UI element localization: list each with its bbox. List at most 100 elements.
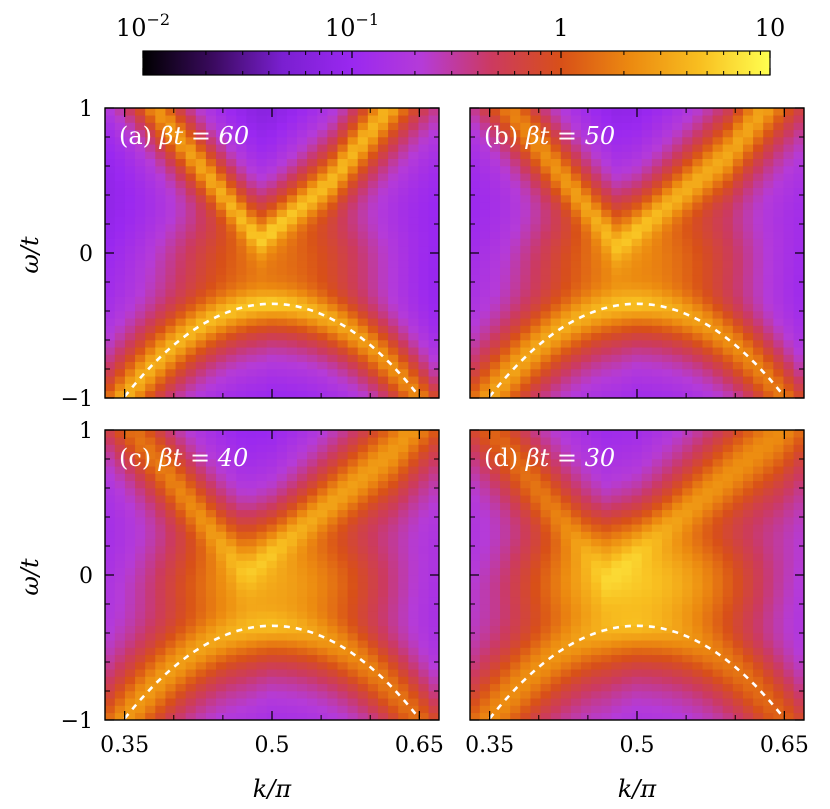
heatmap-cell bbox=[155, 661, 167, 670]
heatmap-cell bbox=[418, 180, 430, 189]
heatmap-cell bbox=[773, 158, 785, 167]
heatmap-cell bbox=[510, 676, 521, 685]
heatmap-cell bbox=[135, 383, 146, 392]
heatmap-cell bbox=[591, 151, 602, 160]
heatmap-cell bbox=[145, 567, 156, 576]
heatmap-cell bbox=[570, 325, 582, 334]
heatmap-cell bbox=[155, 122, 167, 131]
heatmap-cell bbox=[540, 209, 552, 218]
heatmap-cell bbox=[500, 361, 511, 370]
heatmap-cell bbox=[712, 136, 724, 145]
heatmap-cell bbox=[601, 610, 612, 619]
heatmap-cell bbox=[195, 122, 207, 131]
heatmap-cell bbox=[367, 705, 379, 714]
heatmap-cell bbox=[226, 216, 237, 225]
heatmap-cell bbox=[317, 390, 328, 398]
heatmap-cell bbox=[347, 618, 359, 627]
dispersion-curve bbox=[123, 624, 421, 720]
heatmap-cell bbox=[398, 596, 409, 605]
heatmap-cell bbox=[276, 201, 288, 210]
heatmap-cell bbox=[560, 683, 572, 692]
heatmap-cell bbox=[773, 223, 785, 232]
heatmap-cell bbox=[256, 245, 268, 254]
heatmap-cell bbox=[611, 509, 623, 518]
heatmap-cell bbox=[317, 625, 328, 634]
heatmap-cell bbox=[165, 545, 177, 554]
heatmap-cell bbox=[520, 632, 532, 641]
heatmap-cell bbox=[742, 339, 754, 348]
heatmap-cell bbox=[226, 531, 237, 540]
heatmap-cell bbox=[479, 647, 491, 656]
heatmap-cell bbox=[246, 538, 258, 547]
heatmap-cell bbox=[205, 697, 217, 706]
heatmap-cell bbox=[175, 267, 187, 276]
heatmap-cell bbox=[500, 509, 511, 518]
heatmap-cell bbox=[763, 172, 774, 181]
heatmap-cell bbox=[185, 180, 197, 189]
heatmap-cell bbox=[205, 509, 217, 518]
panel-letter: (b) bbox=[484, 122, 526, 150]
heatmap-cell bbox=[307, 383, 318, 392]
heatmap-cell bbox=[216, 516, 227, 525]
heatmap-cell bbox=[377, 267, 389, 276]
heatmap-cell bbox=[520, 552, 532, 561]
heatmap-cell bbox=[631, 545, 643, 554]
heatmap-cell bbox=[601, 647, 612, 656]
heatmap-cell bbox=[692, 158, 704, 167]
heatmap-cell bbox=[601, 281, 612, 290]
heatmap-cell bbox=[337, 545, 349, 554]
heatmap-cell bbox=[367, 618, 379, 627]
heatmap-cell bbox=[763, 339, 774, 348]
heatmap-cell bbox=[195, 690, 207, 699]
heatmap-cell bbox=[398, 354, 409, 363]
heatmap-cell bbox=[185, 108, 197, 116]
heatmap-cell bbox=[135, 281, 146, 290]
heatmap-cell bbox=[256, 567, 268, 576]
heatmap-cell bbox=[783, 390, 795, 398]
heatmap-cell bbox=[297, 465, 308, 474]
heatmap-cell bbox=[367, 303, 379, 312]
heatmap-cell bbox=[418, 661, 430, 670]
heatmap-cell bbox=[276, 383, 288, 392]
heatmap-cell bbox=[591, 683, 602, 692]
heatmap-cell bbox=[145, 632, 156, 641]
heatmap-cell bbox=[297, 310, 308, 319]
heatmap-cell bbox=[631, 683, 643, 692]
heatmap-cell bbox=[641, 325, 653, 334]
heatmap-cell bbox=[155, 151, 167, 160]
heatmap-cell bbox=[631, 596, 643, 605]
heatmap-cell bbox=[105, 187, 116, 196]
heatmap-cell bbox=[479, 122, 491, 131]
heatmap-cell bbox=[337, 390, 349, 398]
heatmap-cell bbox=[377, 596, 389, 605]
heatmap-cell bbox=[581, 436, 592, 445]
heatmap-cell bbox=[591, 165, 602, 174]
heatmap-cell bbox=[307, 151, 318, 160]
heatmap-cell bbox=[307, 647, 318, 656]
heatmap-cell bbox=[367, 516, 379, 525]
heatmap-cell bbox=[682, 296, 693, 305]
heatmap-cell bbox=[327, 654, 339, 663]
heatmap-cell bbox=[408, 187, 420, 196]
heatmap-cell bbox=[105, 618, 116, 627]
heatmap-cell bbox=[337, 560, 349, 569]
heatmap-cell bbox=[763, 223, 774, 232]
heatmap-cell bbox=[601, 436, 612, 445]
heatmap-cell bbox=[489, 545, 501, 554]
heatmap-cell bbox=[418, 668, 430, 677]
heatmap-cell bbox=[560, 259, 572, 268]
heatmap-cell bbox=[611, 690, 623, 699]
heatmap-cell bbox=[226, 516, 237, 525]
heatmap-cell bbox=[662, 538, 673, 547]
heatmap-cell bbox=[307, 451, 318, 460]
heatmap-cell bbox=[145, 122, 156, 131]
heatmap-cell bbox=[114, 151, 126, 160]
heatmap-cell bbox=[367, 596, 379, 605]
heatmap-cell bbox=[124, 661, 136, 670]
heatmap-cell bbox=[297, 567, 308, 576]
heatmap-cell bbox=[530, 538, 542, 547]
heatmap-cell bbox=[236, 661, 247, 670]
heatmap-cell bbox=[124, 136, 136, 145]
heatmap-cell bbox=[530, 705, 542, 714]
heatmap-cell bbox=[145, 618, 156, 627]
